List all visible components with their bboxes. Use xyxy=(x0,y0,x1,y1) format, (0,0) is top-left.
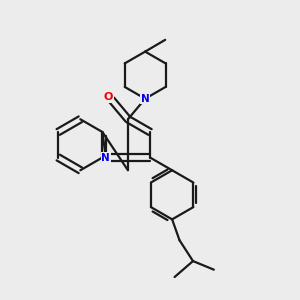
Text: N: N xyxy=(141,94,149,104)
Text: O: O xyxy=(103,92,113,102)
Text: N: N xyxy=(101,152,110,163)
